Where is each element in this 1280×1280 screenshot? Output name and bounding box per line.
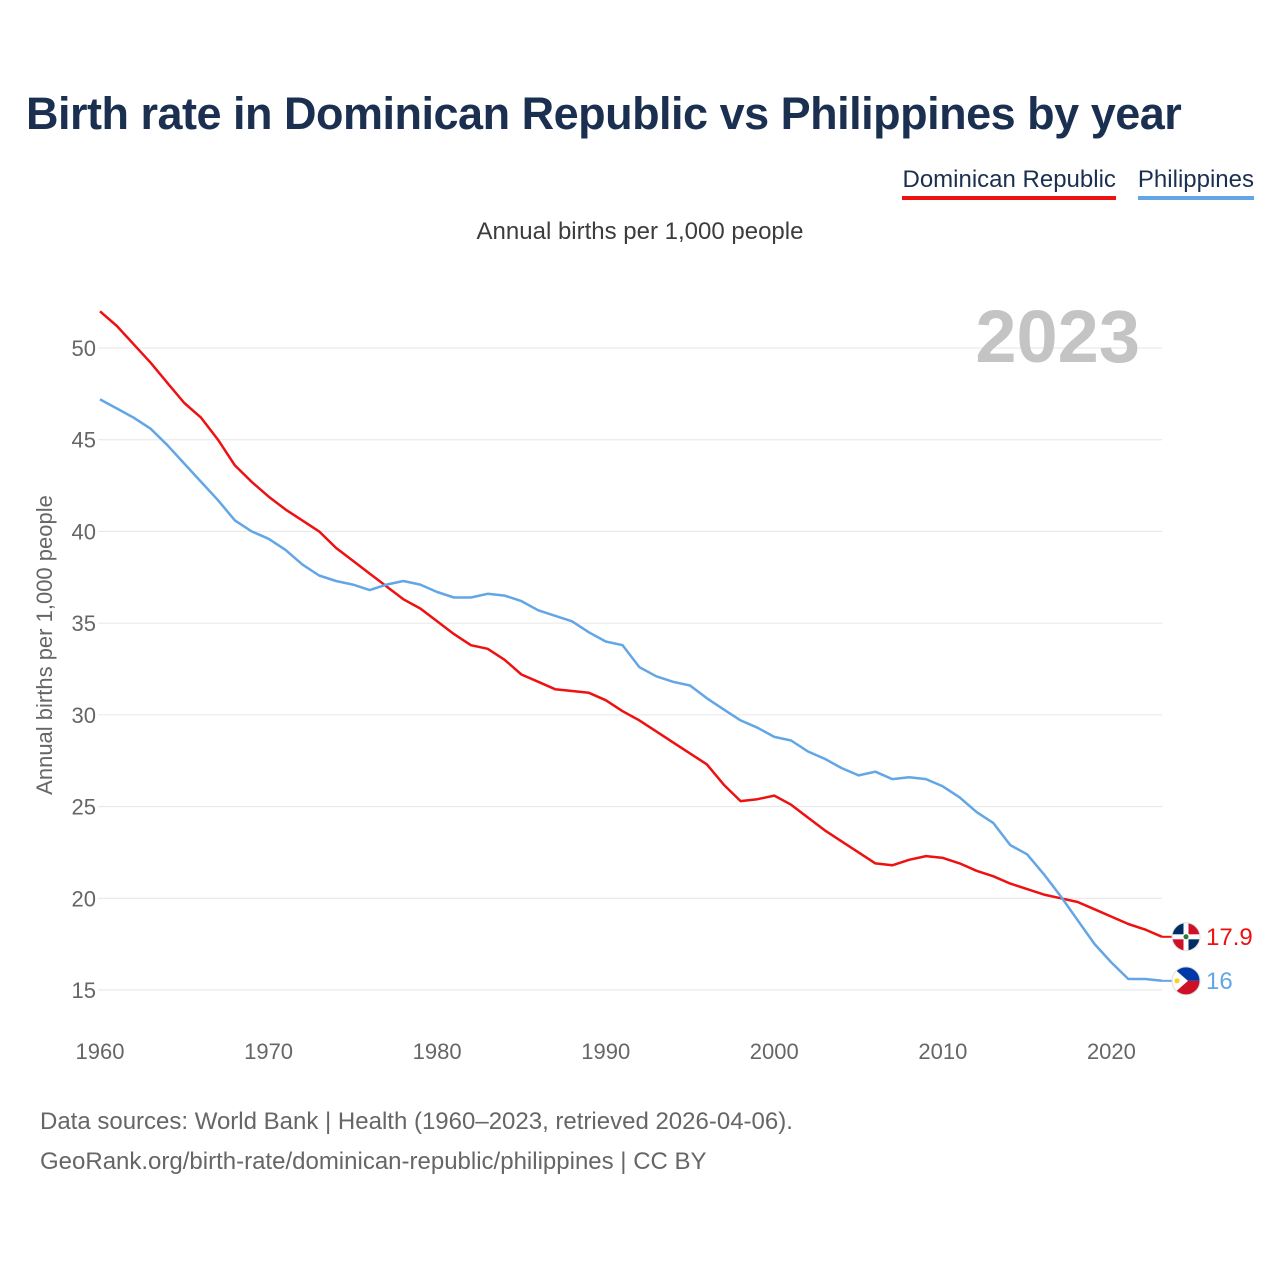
attribution-link[interactable]: GeoRank.org/birth-rate/dominican-republi…: [40, 1148, 707, 1175]
end-value-label: 17.9: [1206, 924, 1253, 951]
gridlines: [98, 347, 1162, 991]
y-tick-label: 20: [72, 886, 96, 911]
x-tick-label: 2010: [918, 1039, 967, 1064]
legend: Dominican Republic Philippines: [902, 166, 1254, 200]
y-tick-label: 15: [72, 978, 96, 1003]
end-value-label: 16: [1206, 968, 1233, 995]
y-axis-ticks: 15 20 25 30 35 40 45 50: [72, 336, 96, 1003]
chart-subtitle: Annual births per 1,000 people: [476, 218, 804, 245]
y-tick-label: 45: [72, 428, 96, 453]
x-tick-label: 2020: [1087, 1039, 1136, 1064]
series-line-philippines: [99, 398, 1163, 983]
y-tick-label: 30: [72, 703, 96, 728]
y-tick-label: 35: [72, 611, 96, 636]
series-end-markers: 17.9 16: [1162, 922, 1253, 996]
y-tick-label: 50: [72, 336, 96, 361]
series-lines: [99, 310, 1163, 983]
legend-item-dominican-republic[interactable]: Dominican Republic: [902, 166, 1116, 200]
data-source-note: Data sources: World Bank | Health (1960–…: [40, 1108, 793, 1135]
x-tick-label: 1960: [76, 1039, 125, 1064]
x-axis-ticks: 1960 1970 1980 1990 2000 2010 2020: [76, 1039, 1136, 1064]
x-tick-label: 1990: [581, 1039, 630, 1064]
dominican-republic-flag-icon: [1171, 922, 1201, 952]
y-tick-label: 40: [72, 519, 96, 544]
legend-item-philippines[interactable]: Philippines: [1137, 166, 1254, 200]
x-tick-label: 1970: [244, 1039, 293, 1064]
philippines-flag-icon: [1171, 966, 1201, 996]
y-tick-label: 25: [72, 795, 96, 820]
series-line-dominican-republic: [99, 310, 1163, 938]
x-tick-label: 2000: [750, 1039, 799, 1064]
y-axis-label: Annual births per 1,000 people: [32, 495, 57, 795]
year-watermark: 2023: [975, 295, 1140, 378]
chart-title: Birth rate in Dominican Republic vs Phil…: [26, 88, 1182, 139]
x-tick-label: 1980: [413, 1039, 462, 1064]
